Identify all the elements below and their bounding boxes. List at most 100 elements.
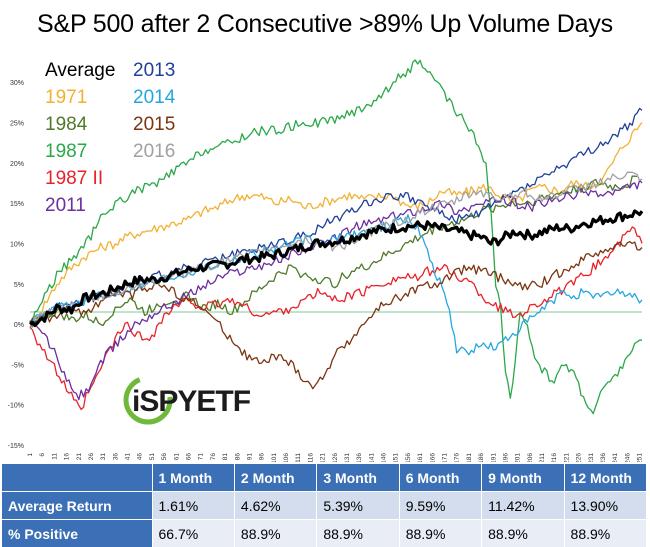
table-cell: 88.9% [316, 519, 400, 547]
x-tick-label: 101 [271, 453, 278, 462]
legend-item: 1984 [45, 114, 88, 135]
y-tick-label: -5% [12, 362, 24, 369]
series-line-1987 [29, 59, 642, 415]
x-tick-label: 106 [283, 453, 290, 462]
x-tick-label: 211 [539, 453, 546, 462]
table-cell: 88.9% [481, 519, 565, 547]
x-tick-label: 51 [149, 453, 156, 461]
table-cell: 11.42% [481, 491, 565, 520]
x-tick-label: 26 [88, 453, 95, 461]
table-cell: 4.62% [234, 491, 318, 520]
series-line-average [29, 209, 644, 328]
legend-item: 1987 II [45, 168, 104, 189]
x-tick-label: 56 [161, 453, 168, 461]
x-tick-label: 206 [527, 453, 534, 462]
y-tick-label: 0% [14, 322, 24, 329]
x-tick-label: 86 [234, 453, 241, 461]
series-line-2016 [29, 171, 643, 325]
summary-table: 1 Month 2 Month 3 Month 6 Month 9 Month … [2, 464, 648, 547]
x-tick-label: 1 [27, 453, 34, 457]
legend-item: 1971 [45, 87, 88, 108]
table-header [2, 464, 153, 492]
series-line-2014 [29, 214, 643, 356]
legend-item: 2015 [133, 114, 176, 135]
row-label: Average Return [2, 491, 153, 520]
x-tick-label: 146 [381, 453, 388, 462]
axis-layer: -15%-10%-5%0%5%10%15%20%25%30%1 6 11 16 21 26… [8, 80, 644, 462]
y-tick-label: 10% [10, 241, 24, 248]
table-cell: 66.7% [152, 519, 235, 547]
table-header: 3 Month [316, 464, 400, 492]
y-tick-label: 5% [14, 282, 24, 289]
table-cell: 88.9% [234, 519, 318, 547]
table-header: 12 Month [564, 464, 648, 492]
x-tick-label: 116 [307, 453, 314, 462]
x-tick-label: 231 [588, 453, 595, 462]
y-tick-label: 20% [10, 161, 24, 168]
table-cell: 5.39% [316, 491, 400, 520]
legend-item: 2011 [45, 195, 86, 216]
x-tick-label: 66 [185, 453, 192, 461]
table-header: 9 Month [481, 464, 565, 492]
x-tick-label: 156 [405, 453, 412, 462]
x-tick-label: 171 [442, 453, 449, 462]
y-tick-label: 15% [10, 201, 24, 208]
table-row: % Positive 66.7% 88.9% 88.9% 88.9% 88.9%… [2, 519, 648, 547]
legend-item: 2016 [133, 141, 176, 162]
x-tick-label: 46 [137, 453, 144, 461]
x-tick-label: 121 [320, 453, 327, 462]
x-tick-label: 61 [173, 453, 180, 461]
x-tick-label: 191 [490, 453, 497, 462]
legend-item: Average [45, 60, 116, 81]
x-tick-label: 11 [51, 453, 58, 460]
x-tick-label: 236 [600, 453, 607, 462]
x-tick-label: 131 [344, 453, 351, 462]
y-tick-label: -15% [8, 443, 24, 450]
x-tick-label: 136 [356, 453, 363, 462]
x-tick-label: 126 [332, 453, 339, 462]
series-line-2015 [29, 241, 643, 390]
table-header: 6 Month [399, 464, 483, 492]
table-header: 2 Month [234, 464, 318, 492]
x-tick-label: 6 [39, 453, 46, 457]
x-tick-label: 196 [502, 453, 509, 462]
legend-item: 2013 [133, 60, 176, 81]
table-cell: 9.59% [399, 491, 483, 520]
logo: iSPYETF [123, 375, 252, 425]
x-tick-label: 241 [612, 453, 619, 462]
x-tick-label: 186 [478, 453, 485, 462]
x-tick-label: 221 [563, 453, 570, 462]
table-row: Average Return 1.61% 4.62% 5.39% 9.59% 1… [2, 491, 648, 520]
x-tick-label: 251 [637, 453, 644, 462]
table-header-row: 1 Month 2 Month 3 Month 6 Month 9 Month … [2, 464, 648, 492]
series-layer [29, 59, 644, 415]
logo-icon [123, 375, 173, 425]
table-cell: 88.9% [399, 519, 483, 547]
x-tick-label: 246 [624, 453, 631, 462]
x-tick-label: 151 [393, 453, 400, 462]
x-tick-label: 21 [76, 453, 83, 461]
chart-title: S&P 500 after 2 Consecutive >89% Up Volu… [37, 10, 613, 38]
x-tick-label: 31 [100, 453, 107, 461]
table-cell: 13.90% [564, 491, 648, 520]
x-tick-label: 16 [64, 453, 71, 461]
x-tick-label: 176 [454, 453, 461, 462]
y-tick-label: 30% [10, 80, 24, 87]
x-tick-label: 91 [246, 453, 253, 461]
x-tick-label: 166 [429, 453, 436, 462]
y-tick-label: -10% [8, 403, 24, 410]
x-tick-label: 141 [368, 453, 375, 462]
table-header: 1 Month [152, 464, 235, 492]
x-tick-label: 181 [466, 453, 473, 462]
legend-item: 1987 [45, 141, 88, 162]
x-tick-label: 216 [551, 453, 558, 462]
series-line-1971 [29, 122, 643, 328]
table-cell: 88.9% [564, 519, 648, 547]
x-tick-label: 111 [295, 453, 302, 462]
x-tick-label: 96 [259, 453, 266, 461]
x-tick-label: 226 [576, 453, 583, 462]
x-tick-label: 36 [112, 453, 119, 461]
series-line-1984 [29, 175, 638, 328]
series-line-2013 [29, 107, 643, 325]
table-cell: 1.61% [152, 491, 235, 520]
